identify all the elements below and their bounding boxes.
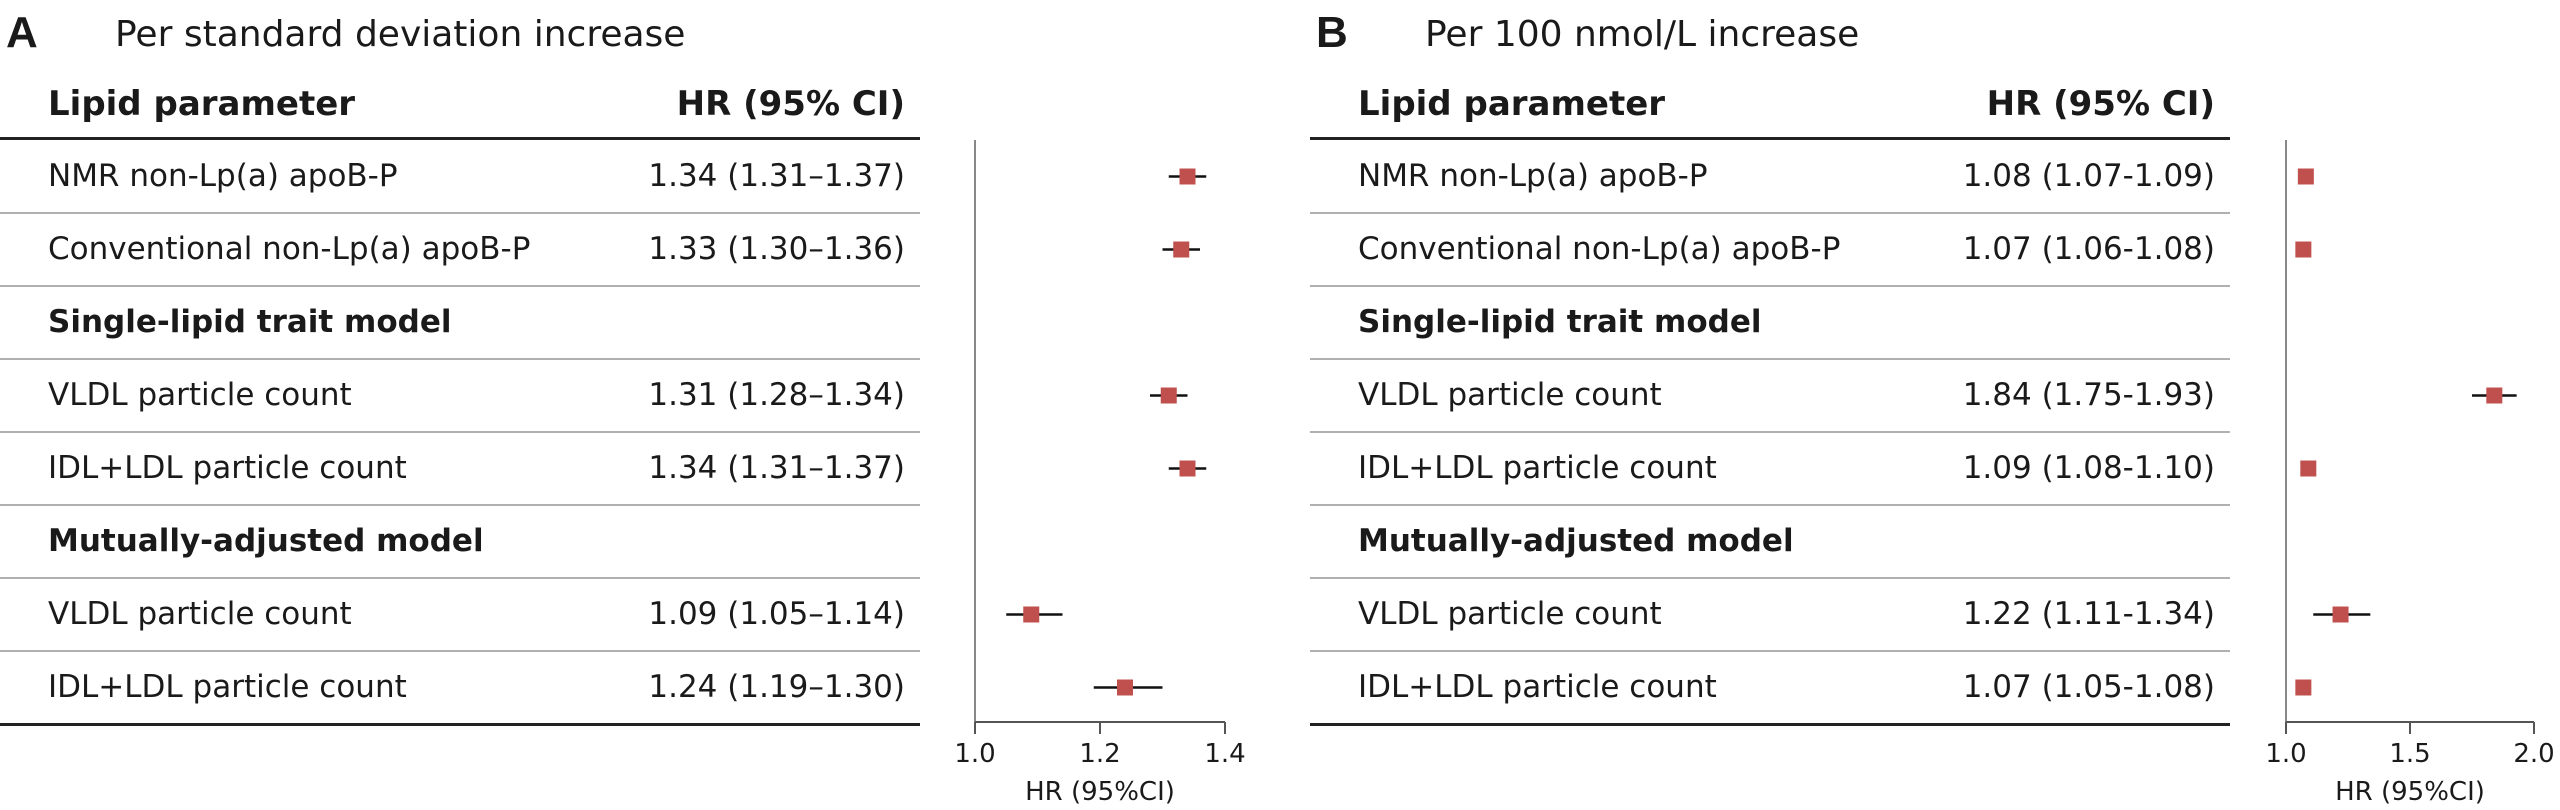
section-header: Single-lipid trait model bbox=[1358, 303, 1762, 340]
x-tick-label: 1.2 bbox=[1079, 739, 1120, 769]
row-label: VLDL particle count bbox=[1358, 376, 1662, 413]
row-divider bbox=[0, 431, 920, 433]
x-axis-title: HR (95%CI) bbox=[1025, 777, 1175, 807]
row-divider bbox=[1310, 723, 2230, 726]
hr-point-marker bbox=[1160, 387, 1177, 404]
row-hr-value: 1.84 (1.75-1.93) bbox=[1962, 376, 2215, 413]
hr-point-marker bbox=[2486, 387, 2503, 404]
row-hr-value: 1.34 (1.31–1.37) bbox=[648, 449, 905, 486]
column-header-hr: HR (95% CI) bbox=[676, 84, 905, 124]
row-label: VLDL particle count bbox=[48, 376, 352, 413]
row-hr-value: 1.31 (1.28–1.34) bbox=[648, 376, 905, 413]
table-top-rule bbox=[1310, 137, 2230, 140]
hr-point-marker bbox=[2332, 606, 2349, 623]
x-tick-label: 1.0 bbox=[954, 739, 995, 769]
row-divider bbox=[1310, 358, 2230, 360]
row-divider bbox=[1310, 431, 2230, 433]
column-header-parameter: Lipid parameter bbox=[1358, 84, 1666, 124]
row-hr-value: 1.08 (1.07-1.09) bbox=[1962, 157, 2215, 194]
row-divider bbox=[1310, 212, 2230, 214]
row-hr-value: 1.07 (1.05-1.08) bbox=[1962, 668, 2215, 705]
panel-b: B Per 100 nmol/L increase Lipid parameter H… bbox=[1310, 0, 2555, 810]
panel-letter: B bbox=[1316, 8, 1348, 57]
row-label: IDL+LDL particle count bbox=[1358, 449, 1717, 486]
row-divider bbox=[0, 723, 920, 726]
row-divider bbox=[0, 504, 920, 506]
hr-point-marker bbox=[1179, 460, 1196, 477]
hr-point-marker bbox=[2295, 679, 2312, 696]
hr-point-marker bbox=[1117, 679, 1133, 696]
row-hr-value: 1.22 (1.11-1.34) bbox=[1962, 595, 2215, 632]
section-header: Mutually-adjusted model bbox=[1358, 522, 1794, 559]
panel-letter: A bbox=[6, 8, 38, 57]
row-label: Conventional non-Lp(a) apoB-P bbox=[1358, 230, 1841, 267]
x-tick-label: 1.4 bbox=[1204, 739, 1245, 769]
forest-plot: 1.0 1.2 1.4 HR (95%CI) bbox=[954, 140, 1246, 807]
panel-title: Per standard deviation increase bbox=[115, 14, 686, 55]
x-tick-label: 1.5 bbox=[2389, 739, 2430, 769]
table-top-rule bbox=[0, 137, 920, 140]
row-divider bbox=[1310, 650, 2230, 652]
row-hr-value: 1.09 (1.08-1.10) bbox=[1962, 449, 2215, 486]
hr-point-marker bbox=[1023, 606, 1040, 623]
row-label: NMR non-Lp(a) apoB-P bbox=[48, 157, 398, 194]
section-header: Single-lipid trait model bbox=[48, 303, 452, 340]
row-hr-value: 1.07 (1.06-1.08) bbox=[1962, 230, 2215, 267]
row-label: IDL+LDL particle count bbox=[48, 668, 407, 705]
row-divider bbox=[1310, 577, 2230, 579]
hr-point-marker bbox=[2300, 460, 2317, 477]
section-header: Mutually-adjusted model bbox=[48, 522, 484, 559]
panel-a: A Per standard deviation increase Lipid pa… bbox=[0, 0, 1246, 810]
column-header-hr: HR (95% CI) bbox=[1986, 84, 2215, 124]
row-divider bbox=[0, 577, 920, 579]
hr-point-marker bbox=[2295, 241, 2312, 258]
row-divider bbox=[0, 285, 920, 287]
hr-point-marker bbox=[1179, 168, 1196, 185]
column-header-parameter: Lipid parameter bbox=[48, 84, 356, 124]
row-divider bbox=[0, 212, 920, 214]
x-tick-label: 2.0 bbox=[2513, 739, 2554, 769]
row-hr-value: 1.34 (1.31–1.37) bbox=[648, 157, 905, 194]
row-label: VLDL particle count bbox=[1358, 595, 1662, 632]
row-hr-value: 1.33 (1.30–1.36) bbox=[648, 230, 905, 267]
row-divider bbox=[0, 650, 920, 652]
row-hr-value: 1.24 (1.19–1.30) bbox=[648, 668, 905, 705]
row-divider bbox=[1310, 504, 2230, 506]
row-divider bbox=[0, 358, 920, 360]
row-label: IDL+LDL particle count bbox=[48, 449, 407, 486]
forest-plot: 1.0 1.5 2.0 HR (95%CI) bbox=[2265, 140, 2555, 807]
hr-point-marker bbox=[1173, 241, 1190, 258]
row-label: NMR non-Lp(a) apoB-P bbox=[1358, 157, 1708, 194]
x-tick-label: 1.0 bbox=[2265, 739, 2306, 769]
row-label: VLDL particle count bbox=[48, 595, 352, 632]
panel-title: Per 100 nmol/L increase bbox=[1425, 14, 1860, 55]
x-axis-title: HR (95%CI) bbox=[2335, 777, 2485, 807]
row-divider bbox=[1310, 285, 2230, 287]
row-label: Conventional non-Lp(a) apoB-P bbox=[48, 230, 531, 267]
hr-point-marker bbox=[2297, 168, 2314, 185]
row-hr-value: 1.09 (1.05–1.14) bbox=[648, 595, 905, 632]
row-label: IDL+LDL particle count bbox=[1358, 668, 1717, 705]
